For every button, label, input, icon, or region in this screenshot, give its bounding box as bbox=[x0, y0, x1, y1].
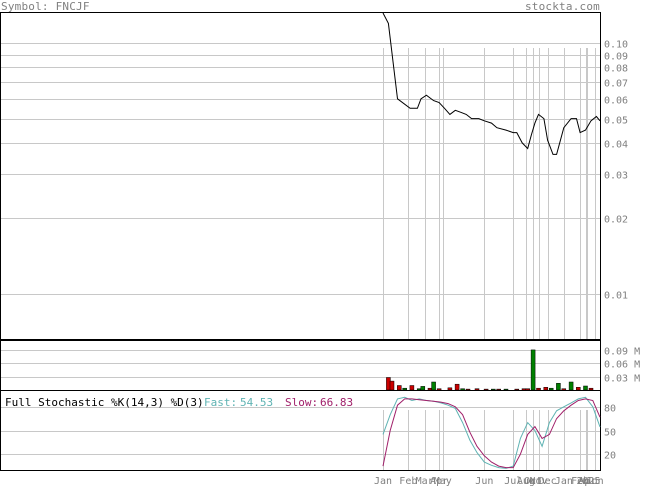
x-axis-label: Nov bbox=[530, 476, 548, 486]
volume-panel-frame bbox=[0, 340, 601, 391]
fast-value: 54.53 bbox=[240, 396, 273, 409]
volume-bar bbox=[536, 387, 541, 391]
price-tick-label: 0.07 bbox=[604, 79, 628, 90]
x-axis-label: Jun bbox=[586, 476, 604, 486]
price-tick-label: 0.05 bbox=[604, 116, 628, 127]
volume-bar bbox=[576, 387, 581, 391]
volume-bar bbox=[561, 388, 567, 391]
price-tick-label: 0.03 bbox=[604, 171, 628, 182]
volume-grid bbox=[1, 350, 600, 378]
x-axis-label: Oct bbox=[524, 476, 542, 486]
x-axis-label: Mar bbox=[416, 476, 434, 486]
x-axis-label: May bbox=[434, 476, 452, 486]
volume-tick-label: 0.03 M bbox=[604, 374, 640, 385]
stochastic-panel: 80 50 20 Full Stochastic %K(14,3) %D(3) Fa… bbox=[0, 390, 616, 471]
volume-bar bbox=[588, 387, 594, 391]
x-axis-label: 2025 bbox=[577, 476, 601, 486]
volume-bar bbox=[436, 388, 442, 391]
volume-bar bbox=[568, 381, 574, 391]
volume-bar bbox=[474, 388, 480, 391]
stochastic-tick-label: 80 bbox=[604, 404, 616, 415]
volume-bar bbox=[483, 388, 489, 391]
volume-bar bbox=[548, 387, 554, 391]
fast-label: Fast: bbox=[204, 396, 237, 409]
x-axis-label: Jun bbox=[475, 476, 493, 486]
x-axis-label: Dec bbox=[539, 476, 557, 486]
price-panel: 0.100.090.08 0.07 0.06 0.05 0.04 0.03 0.02 0.01 bbox=[0, 12, 628, 340]
volume-bar bbox=[420, 386, 426, 391]
price-tick-label: 0.08 bbox=[604, 64, 628, 75]
x-axis-label: Feb bbox=[399, 476, 417, 486]
stochastic-grid bbox=[1, 407, 600, 470]
price-line bbox=[382, 12, 601, 155]
price-y-axis: 0.100.090.08 0.07 0.06 0.05 0.04 0.03 0.02 0.01 bbox=[604, 40, 628, 302]
price-tick-label: 0.10 bbox=[604, 40, 628, 51]
price-tick-label: 0.09 bbox=[604, 52, 628, 63]
x-axis-label: Jul bbox=[504, 476, 522, 486]
volume-bar bbox=[454, 383, 460, 391]
symbol-label: Symbol: FNCJF bbox=[1, 0, 90, 13]
volume-bar bbox=[543, 387, 549, 391]
volume-bar bbox=[389, 380, 395, 391]
x-axis-label: Feb bbox=[571, 476, 589, 486]
stochastic-fast-line bbox=[382, 396, 601, 469]
stochastic-tick-label: 50 bbox=[604, 428, 616, 439]
price-grid bbox=[1, 43, 600, 339]
slow-label: Slow: bbox=[285, 396, 318, 409]
price-panel-frame bbox=[0, 12, 601, 340]
x-axis-label: Jan bbox=[555, 476, 573, 486]
volume-bar bbox=[447, 387, 453, 391]
volume-bar bbox=[503, 388, 509, 391]
site-brand[interactable]: stockta.com bbox=[524, 0, 600, 13]
volume-bar bbox=[402, 387, 407, 391]
x-axis-label: Apr bbox=[578, 476, 596, 486]
volume-y-axis: 0.09 M 0.06 M 0.03 M bbox=[604, 347, 640, 385]
volume-bar bbox=[491, 388, 496, 391]
price-tick-label: 0.04 bbox=[604, 140, 628, 151]
volume-bar bbox=[583, 385, 588, 391]
x-axis-label: Apr bbox=[430, 476, 448, 486]
volume-tick-label: 0.09 M bbox=[604, 347, 640, 358]
price-tick-label: 0.01 bbox=[604, 291, 628, 302]
volume-tick-label: 0.06 M bbox=[604, 360, 640, 371]
slow-value: 66.83 bbox=[320, 396, 353, 409]
volume-panel: 0.09 M 0.06 M 0.03 M bbox=[0, 340, 640, 391]
price-tick-label: 0.02 bbox=[604, 215, 628, 226]
volume-bar bbox=[525, 388, 530, 391]
stochastic-title: Full Stochastic %K(14,3) %D(3) bbox=[5, 396, 204, 409]
volume-bar bbox=[530, 349, 536, 391]
volume-bar bbox=[465, 388, 471, 391]
stochastic-slow-line bbox=[382, 398, 601, 469]
stochastic-y-axis: 80 50 20 bbox=[604, 404, 616, 462]
x-axis-label: Jan bbox=[374, 476, 392, 486]
price-tick-label: 0.06 bbox=[604, 96, 628, 107]
volume-bar bbox=[521, 388, 527, 391]
x-axis-label: Aug bbox=[517, 476, 535, 486]
stochastic-tick-label: 20 bbox=[604, 451, 616, 462]
volume-bar bbox=[397, 385, 402, 391]
volume-bar bbox=[460, 388, 465, 391]
volume-bar bbox=[431, 381, 436, 391]
volume-bar bbox=[409, 385, 415, 391]
volume-bar bbox=[556, 383, 561, 391]
volume-bars bbox=[386, 349, 594, 391]
volume-bar bbox=[514, 388, 520, 391]
stochastic-panel-frame bbox=[0, 390, 601, 471]
volume-bar bbox=[496, 388, 501, 391]
